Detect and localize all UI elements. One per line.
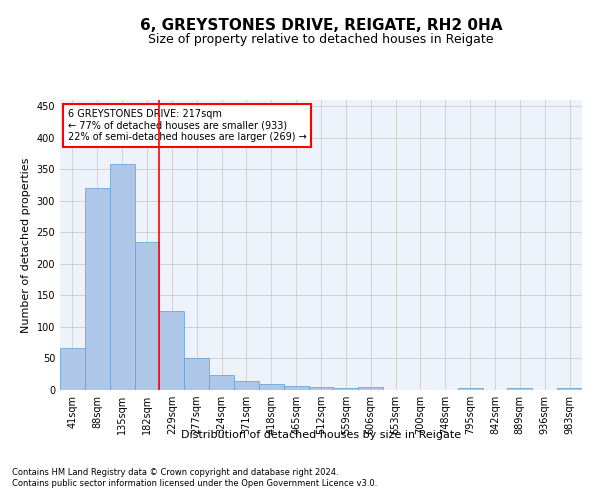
- Text: 6, GREYSTONES DRIVE, REIGATE, RH2 0HA: 6, GREYSTONES DRIVE, REIGATE, RH2 0HA: [140, 18, 502, 32]
- Bar: [508, 388, 532, 390]
- Bar: [358, 388, 383, 390]
- Bar: [234, 380, 259, 390]
- Y-axis label: Number of detached properties: Number of detached properties: [21, 158, 31, 332]
- Text: 6 GREYSTONES DRIVE: 217sqm
← 77% of detached houses are smaller (933)
22% of sem: 6 GREYSTONES DRIVE: 217sqm ← 77% of deta…: [68, 108, 307, 142]
- Bar: [184, 358, 209, 390]
- Bar: [458, 388, 482, 390]
- Text: Size of property relative to detached houses in Reigate: Size of property relative to detached ho…: [148, 32, 494, 46]
- Bar: [110, 164, 134, 390]
- Bar: [334, 388, 358, 390]
- Bar: [308, 388, 334, 390]
- Bar: [85, 188, 110, 390]
- Bar: [259, 384, 284, 390]
- Bar: [209, 375, 234, 390]
- Text: Distribution of detached houses by size in Reigate: Distribution of detached houses by size …: [181, 430, 461, 440]
- Bar: [60, 348, 85, 390]
- Bar: [160, 310, 184, 390]
- Text: Contains HM Land Registry data © Crown copyright and database right 2024.
Contai: Contains HM Land Registry data © Crown c…: [12, 468, 377, 487]
- Bar: [284, 386, 308, 390]
- Bar: [134, 242, 160, 390]
- Bar: [557, 388, 582, 390]
